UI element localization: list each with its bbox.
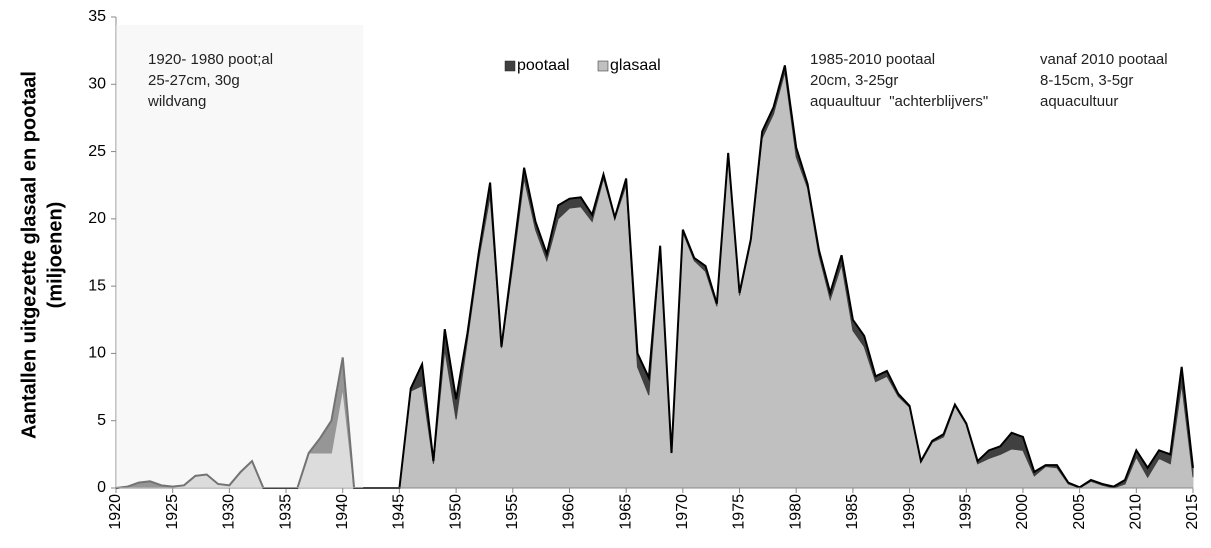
annotation: 1920- 1980 poot;al — [148, 51, 273, 68]
annotation: 8-15cm, 3-5gr — [1040, 72, 1133, 89]
y-tick-label: 0 — [97, 479, 106, 496]
x-tick-label: 1955 — [504, 494, 521, 530]
x-tick-label: 2005 — [1071, 494, 1088, 530]
x-tick-label: 1960 — [561, 494, 578, 530]
y-tick-label: 25 — [88, 143, 106, 160]
x-tick-label: 1920 — [107, 494, 124, 530]
x-tick-label: 1930 — [221, 494, 238, 530]
y-tick-label: 10 — [88, 345, 106, 362]
x-tick-label: 1975 — [731, 494, 748, 530]
y-tick-label: 5 — [97, 412, 106, 429]
legend-label: pootaal — [517, 57, 570, 74]
annotation: aquacultuur — [1040, 93, 1118, 110]
x-tick-label: 1990 — [901, 494, 918, 530]
y-axis-label: (miljoenen) — [44, 202, 66, 309]
y-axis-label: Aantallen uitgezette glasaal en pootaal — [18, 71, 40, 439]
x-tick-label: 2015 — [1184, 494, 1201, 530]
y-tick-label: 15 — [88, 277, 106, 294]
annotation: 1985-2010 pootaal — [810, 51, 935, 68]
x-tick-label: 1980 — [787, 494, 804, 530]
annotation: aquaultuur "achterblijvers" — [810, 93, 988, 110]
x-tick-label: 1935 — [277, 494, 294, 530]
y-tick-label: 30 — [88, 76, 106, 93]
legend-label: glasaal — [610, 57, 661, 74]
annotation: vanaf 2010 pootaal — [1040, 51, 1168, 68]
x-tick-label: 1940 — [334, 494, 351, 530]
annotation: wildvang — [147, 93, 206, 110]
x-tick-label: 2000 — [1014, 494, 1031, 530]
legend-swatch — [597, 60, 609, 72]
annotation: 20cm, 3-25gr — [810, 72, 898, 89]
x-tick-label: 1965 — [617, 494, 634, 530]
x-tick-label: 2010 — [1128, 494, 1145, 530]
legend-swatch — [504, 60, 516, 72]
y-tick-label: 20 — [88, 210, 106, 227]
x-tick-label: 1950 — [447, 494, 464, 530]
y-tick-label: 35 — [88, 8, 106, 25]
x-tick-label: 1985 — [844, 494, 861, 530]
highlight-overlay — [116, 25, 364, 488]
x-tick-label: 1945 — [391, 494, 408, 530]
highlight-region — [116, 25, 364, 488]
x-tick-label: 1970 — [674, 494, 691, 530]
annotation: 25-27cm, 30g — [148, 72, 240, 89]
x-tick-label: 1995 — [957, 494, 974, 530]
x-tick-label: 1925 — [164, 494, 181, 530]
